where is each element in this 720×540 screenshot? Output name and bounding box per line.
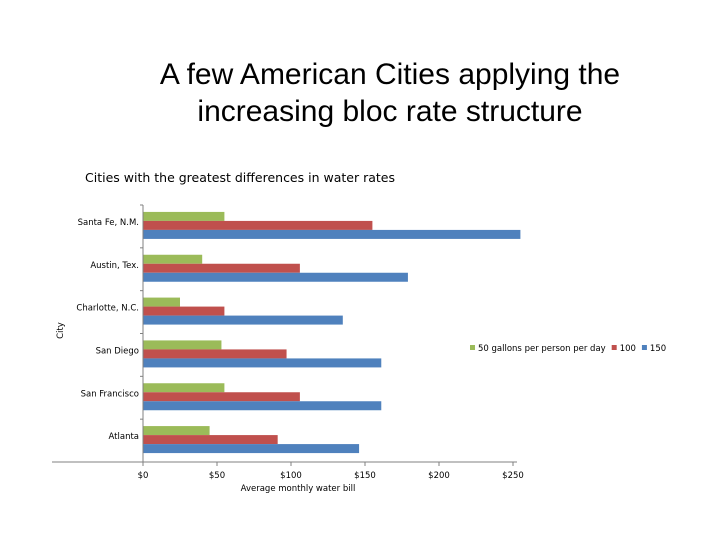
chart-title: Cities with the greatest differences in … [85,170,395,185]
slide-title: A few American Cities applying the incre… [100,56,680,130]
bar-atlanta-100 [143,435,278,445]
x-tick-label: $100 [280,471,302,481]
bar-san-diego-50-gallons-per-person-per-day [143,340,222,350]
category-label: Charlotte, N.C. [76,304,139,314]
legend-swatch-100 [611,345,617,350]
bar-austin-tex-100 [143,263,300,273]
x-tick-label: $200 [428,471,450,481]
bar-san-francisco-100 [143,392,300,402]
bar-san-francisco-50-gallons-per-person-per-day [143,383,225,393]
y-axis-label: City [56,322,66,339]
legend-label-150: 150 [650,344,666,354]
category-label: San Diego [96,346,139,356]
legend-swatch-150 [641,345,647,350]
x-axis-label: Average monthly water bill [241,484,356,494]
category-label: Austin, Tex. [90,261,139,271]
x-tick-label: $0 [138,471,149,481]
bar-santa-fe-n-m-100 [143,220,373,230]
legend-label-50-gallons-per-person-per-day: 50 gallons per person per day [478,344,606,354]
legend-label-100: 100 [620,344,636,354]
bar-san-diego-150 [143,358,382,368]
bar-san-diego-100 [143,349,287,359]
bar-charlotte-n-c-150 [143,315,343,325]
bar-atlanta-50-gallons-per-person-per-day [143,426,210,436]
legend-swatch-50-gallons-per-person-per-day [470,345,475,350]
bar-atlanta-150 [143,444,360,454]
slide-title-line-1: A few American Cities applying the [159,58,621,91]
category-label: Santa Fe, N.M. [78,218,139,228]
x-tick-label: $250 [502,471,524,481]
x-tick-label: $150 [354,471,376,481]
bar-san-francisco-150 [143,401,382,411]
bar-santa-fe-n-m-50-gallons-per-person-per-day [143,211,225,221]
bar-austin-tex-150 [143,272,408,282]
bar-santa-fe-n-m-150 [143,229,521,239]
bar-charlotte-n-c-100 [143,306,225,316]
category-label: San Francisco [81,389,139,399]
bar-charlotte-n-c-50-gallons-per-person-per-day [143,297,180,307]
slide-title-line-2: increasing bloc rate structure [197,95,583,128]
category-label: Atlanta [109,432,140,442]
x-tick-label: $50 [209,471,225,481]
bar-austin-tex-50-gallons-per-person-per-day [143,254,203,264]
